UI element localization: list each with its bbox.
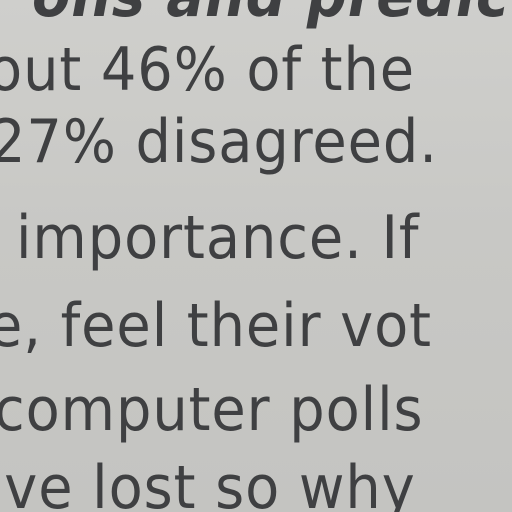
text-line-3: 27% disagreed. <box>0 107 438 177</box>
text-line-6: computer polls <box>0 375 424 445</box>
text-line-1: ons and predict <box>32 0 512 26</box>
text-line-7: 've lost so why <box>0 453 416 512</box>
text-line-5: e, feel their vot <box>0 291 432 361</box>
text-line-4: importance. If <box>16 203 420 273</box>
text-line-2: out 46% of the <box>0 35 416 105</box>
